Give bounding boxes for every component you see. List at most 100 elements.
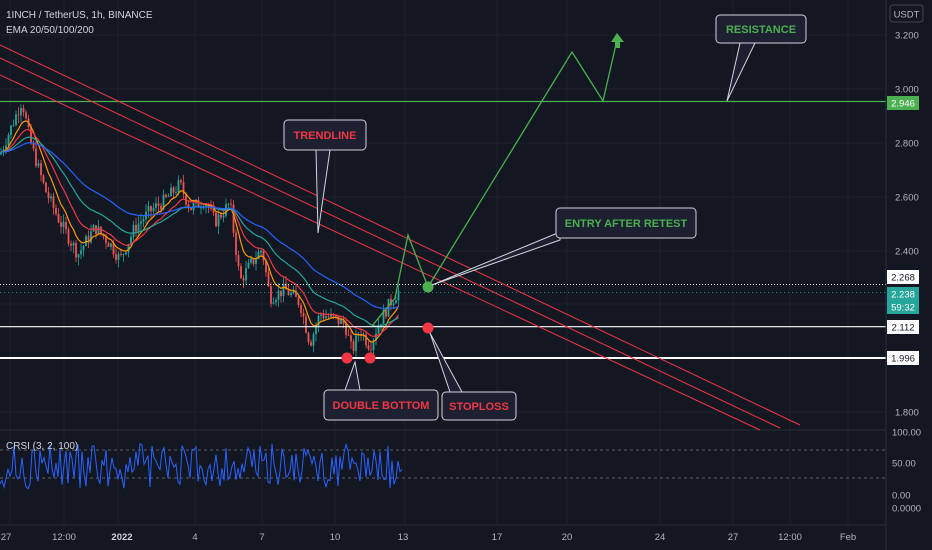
candle-body <box>270 286 272 304</box>
candle-body <box>310 342 312 346</box>
candle-body <box>205 204 207 208</box>
candle-body <box>57 213 60 223</box>
drawings <box>0 33 886 431</box>
ema-lines <box>0 120 400 343</box>
candle-body <box>315 326 317 335</box>
candle-body <box>65 221 67 230</box>
candle-body <box>170 187 172 197</box>
callout-tail <box>344 360 361 391</box>
time-tick-label: 27 <box>1 532 12 543</box>
candle-body <box>187 204 190 209</box>
candle-body <box>75 243 77 258</box>
candle-body <box>222 215 225 218</box>
candle-body <box>352 341 355 352</box>
price-tag-current <box>887 287 919 301</box>
candle-body <box>147 206 150 212</box>
rsi-line <box>0 442 403 490</box>
candle-body <box>37 163 40 167</box>
candle-body <box>137 223 140 232</box>
candle-body <box>345 323 347 335</box>
candle-body <box>162 194 165 210</box>
time-tick-label: 17 <box>492 532 503 543</box>
candle-body <box>200 207 202 209</box>
candle-body <box>272 302 275 304</box>
candle-body <box>250 258 252 263</box>
callout-tail <box>726 42 756 102</box>
candle-body <box>40 163 42 176</box>
candle-body <box>110 243 112 247</box>
currency-badge <box>889 4 924 23</box>
callout-label: DOUBLE BOTTOM <box>333 400 430 412</box>
candle-body <box>10 125 12 135</box>
rsi-pane <box>0 442 886 490</box>
candle-body <box>172 187 175 193</box>
callout-label: ENTRY AFTER RETEST <box>565 218 688 230</box>
candle-body <box>380 324 382 326</box>
candle-body <box>320 314 322 316</box>
candle-body <box>30 126 32 144</box>
callouts: RESISTANCE TRENDLINE ENTRY AFTER RETEST DOU… <box>283 14 807 421</box>
candle-body <box>305 316 307 333</box>
price-tick-label: 2.800 <box>895 139 919 150</box>
candle-body <box>97 226 100 235</box>
callout-box <box>323 389 439 421</box>
time-tick-label: Feb <box>840 532 856 543</box>
rsi-tick-label: 0.00 <box>892 491 911 502</box>
candle-body <box>207 204 210 208</box>
candle-body <box>122 254 125 255</box>
rsi-tick-label: 50.00 <box>892 459 916 470</box>
rsi-tick-label: 100.00 <box>892 428 921 439</box>
candle-body <box>242 278 245 281</box>
candle-body <box>265 260 267 273</box>
candle-body <box>245 268 247 281</box>
time-axis[interactable]: 27 12:00 2022 4 7 10 13 17 20 24 27 12:00 Feb <box>0 524 886 543</box>
indicator-label[interactable]: EMA 20/50/100/200 <box>6 25 94 36</box>
price-tag-label: 2.238 <box>891 290 915 301</box>
candle-body <box>112 243 115 255</box>
candle-body <box>72 243 75 246</box>
candle-body <box>247 262 250 269</box>
candle-body <box>337 316 340 324</box>
candle-body <box>385 309 387 317</box>
candle-body <box>357 335 360 336</box>
target-arrow-icon <box>611 33 624 48</box>
candle-body <box>365 334 367 346</box>
price-tag-level <box>887 320 919 334</box>
time-tick-label: 4 <box>192 532 197 543</box>
trendline-channel <box>0 74 761 431</box>
candle-body <box>327 316 330 318</box>
chart-grid <box>0 0 886 525</box>
double-bottom-marker <box>341 352 353 364</box>
candle-body <box>312 334 315 346</box>
candle-body <box>150 206 152 212</box>
candle-body <box>47 192 50 199</box>
candle-body <box>230 203 232 205</box>
rsi-label[interactable]: CRSI (3, 2, 100) <box>6 441 79 452</box>
candle-body <box>232 204 235 233</box>
candle-body <box>275 299 277 303</box>
candle-body <box>295 291 297 297</box>
candle-body <box>132 225 135 237</box>
candle-body <box>395 300 397 304</box>
time-tick-label: 2022 <box>111 532 132 543</box>
candle-body <box>220 214 222 218</box>
time-tick-label: 20 <box>562 532 573 543</box>
candle-body <box>107 242 110 247</box>
candle-body <box>50 196 52 199</box>
candle-body <box>375 333 377 341</box>
candle-body <box>52 196 55 208</box>
candle-body <box>155 203 157 208</box>
symbol-title[interactable]: 1INCH / TetherUS, 1h, BINANCE <box>6 10 153 21</box>
price-tag-countdown <box>887 300 919 314</box>
candle-body <box>282 283 285 297</box>
candle-body <box>235 232 237 256</box>
candle-body <box>350 335 352 342</box>
ema-50-line <box>0 128 399 337</box>
candle-body <box>167 196 170 197</box>
candle-body <box>212 208 215 213</box>
price-axis[interactable]: USDT3.2003.0002.8002.6002.4002.0001.8002… <box>885 0 924 550</box>
candle-body <box>0 152 2 155</box>
candle-body <box>300 305 302 313</box>
candle-body <box>360 335 362 336</box>
